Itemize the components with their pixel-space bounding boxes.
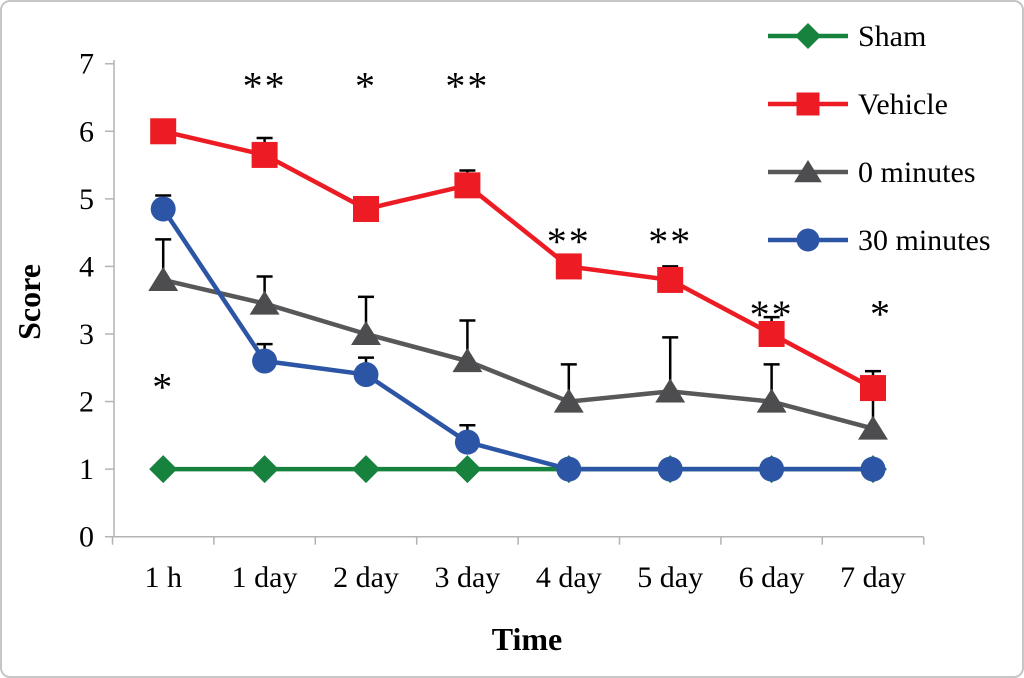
legend-marker-30-minutes bbox=[796, 228, 820, 252]
data-point-0-minutes bbox=[452, 348, 483, 373]
data-point-30-minutes bbox=[252, 348, 278, 374]
series-line-30-minutes bbox=[161, 207, 873, 472]
x-tick-label: 7 day bbox=[840, 561, 906, 594]
data-point-vehicle bbox=[454, 172, 481, 199]
data-point-0-minutes bbox=[553, 388, 584, 413]
legend-label-vehicle: Vehicle bbox=[858, 88, 948, 121]
x-axis-title: Time bbox=[492, 621, 563, 657]
significance-annotation: ** bbox=[243, 64, 287, 109]
data-point-30-minutes bbox=[860, 456, 886, 482]
significance-annotation: * bbox=[355, 64, 377, 109]
data-point-0-minutes bbox=[655, 378, 686, 403]
y-tick-label: 3 bbox=[79, 318, 94, 351]
x-tick-label: 1 day bbox=[232, 561, 298, 594]
y-tick-label: 6 bbox=[79, 115, 94, 148]
series-line-vehicle bbox=[162, 129, 875, 391]
data-point-30-minutes bbox=[353, 362, 379, 388]
x-tick-label: 4 day bbox=[536, 561, 602, 594]
data-point-sham bbox=[453, 455, 482, 484]
significance-annotation: ** bbox=[445, 64, 489, 109]
significance-annotation: ** bbox=[750, 292, 794, 337]
data-point-30-minutes bbox=[556, 456, 582, 482]
data-point-vehicle bbox=[555, 253, 582, 280]
x-tick-label: 5 day bbox=[637, 561, 703, 594]
data-point-30-minutes bbox=[657, 456, 683, 482]
y-axis-title: Score bbox=[11, 264, 47, 340]
legend-marker-vehicle bbox=[796, 92, 820, 116]
data-point-vehicle bbox=[251, 141, 278, 168]
y-tick-label: 4 bbox=[79, 250, 94, 283]
y-tick-label: 1 bbox=[79, 453, 94, 486]
x-tick-label: 6 day bbox=[739, 561, 805, 594]
significance-annotation: ** bbox=[648, 219, 692, 264]
y-tick-label: 2 bbox=[79, 386, 94, 419]
legend-marker-sham bbox=[795, 23, 821, 49]
x-tick-label: 1 h bbox=[144, 561, 182, 594]
data-point-vehicle bbox=[758, 320, 785, 347]
data-point-sham bbox=[352, 455, 380, 484]
data-point-30-minutes bbox=[454, 429, 480, 455]
x-tick-label: 3 day bbox=[434, 561, 500, 594]
data-point-0-minutes bbox=[756, 388, 787, 413]
data-point-0-minutes bbox=[249, 290, 280, 315]
data-point-sham bbox=[250, 455, 279, 484]
significance-annotation: ** bbox=[547, 219, 591, 264]
legend-marker-0-minutes bbox=[794, 160, 822, 183]
data-point-30-minutes bbox=[150, 196, 176, 222]
data-point-vehicle bbox=[860, 375, 886, 402]
y-tick-label: 7 bbox=[79, 48, 94, 81]
data-point-0-minutes bbox=[351, 320, 381, 346]
data-point-vehicle bbox=[657, 266, 684, 293]
x-tick-label: 2 day bbox=[333, 561, 399, 594]
data-point-30-minutes bbox=[759, 456, 785, 482]
legend-label-0-minutes: 0 minutes bbox=[858, 156, 976, 189]
data-point-sham bbox=[149, 455, 178, 484]
significance-annotation: * bbox=[152, 364, 174, 409]
data-point-vehicle bbox=[150, 118, 177, 145]
legend-label-sham: Sham bbox=[858, 20, 926, 53]
y-tick-label: 5 bbox=[79, 183, 94, 216]
data-point-0-minutes bbox=[148, 266, 179, 291]
series-line-0-minutes bbox=[162, 277, 874, 431]
significance-annotation: * bbox=[870, 291, 892, 336]
y-tick-label: 0 bbox=[79, 521, 94, 554]
data-point-0-minutes bbox=[858, 415, 888, 440]
legend-label-30-minutes: 30 minutes bbox=[858, 224, 991, 257]
data-point-vehicle bbox=[353, 195, 379, 222]
